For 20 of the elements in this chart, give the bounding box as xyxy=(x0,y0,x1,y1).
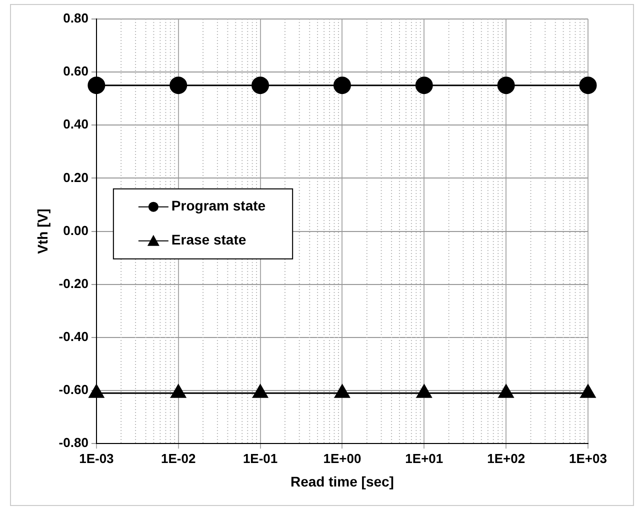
x-tick-label: 1E+03 xyxy=(569,450,607,466)
x-axis-title: Read time [sec] xyxy=(290,473,394,490)
y-tick-label: -0.80 xyxy=(58,435,88,450)
y-tick-label: 0.80 xyxy=(63,10,88,26)
x-tick-label: 1E-02 xyxy=(161,450,196,466)
x-tick-label: 1E-01 xyxy=(242,450,278,466)
x-tick-label: 1E+00 xyxy=(323,450,362,466)
y-tick-label: 0.60 xyxy=(63,64,88,79)
y-tick-label: 0.20 xyxy=(63,170,88,185)
y-axis-title: Vth [V] xyxy=(34,208,50,254)
legend-label: Program state xyxy=(171,198,266,214)
y-tick-label: -0.40 xyxy=(58,329,88,344)
y-tick-label: -0.60 xyxy=(58,382,88,398)
x-tick-label: 1E-03 xyxy=(79,450,114,466)
y-tick-label: -0.20 xyxy=(58,276,88,291)
x-tick-label: 1E+02 xyxy=(487,450,526,466)
x-tick-label: 1E+01 xyxy=(405,450,444,466)
y-tick-label: 0.40 xyxy=(63,116,88,132)
legend-label: Erase state xyxy=(171,232,246,248)
y-tick-label: 0.00 xyxy=(63,222,88,238)
